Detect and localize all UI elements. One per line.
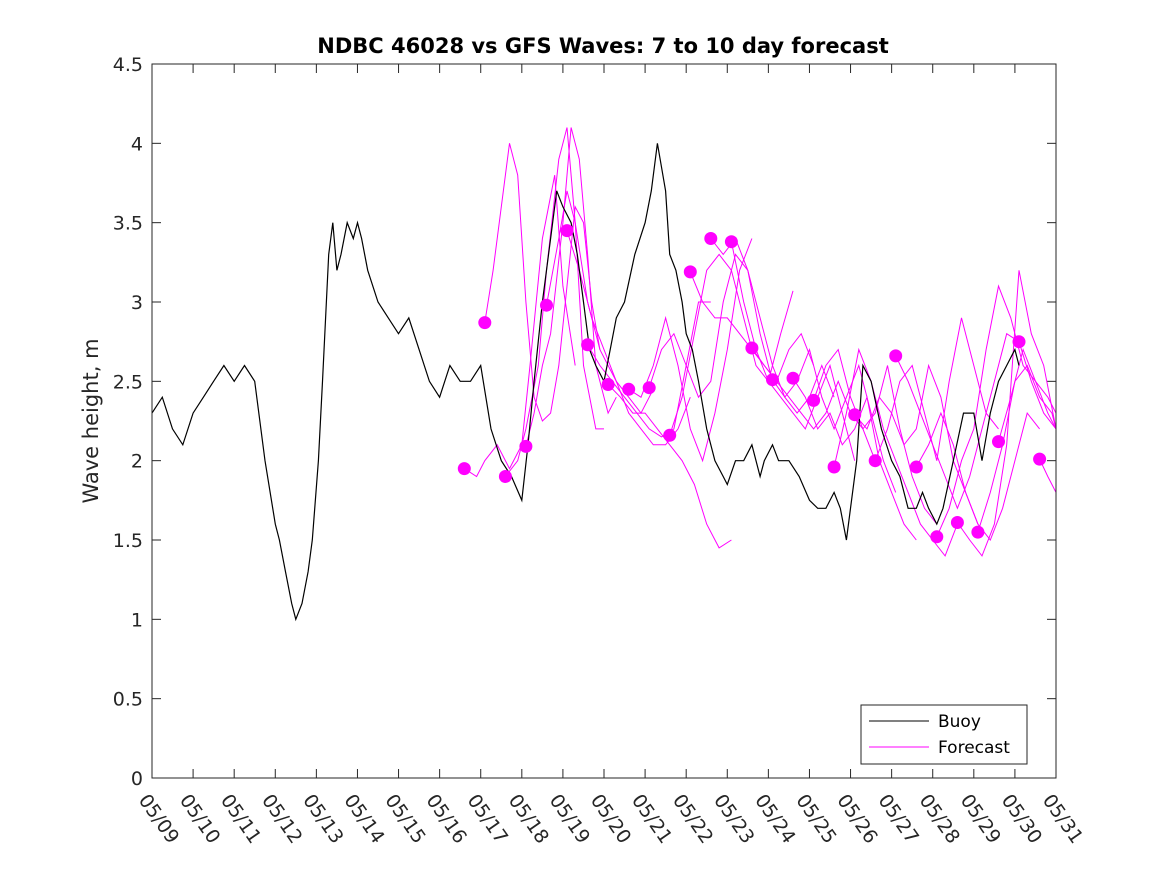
forecast-marker — [478, 316, 492, 330]
forecast-marker — [540, 298, 553, 312]
forecast-marker — [663, 428, 677, 442]
y-tick-label: 1 — [131, 609, 143, 631]
forecast-line — [977, 364, 1057, 533]
y-axis-label: Wave height, m — [79, 338, 103, 503]
forecast-marker — [766, 373, 779, 387]
forecast-line — [915, 411, 1040, 542]
forecast-marker — [1012, 335, 1026, 349]
forecast-line — [525, 127, 617, 447]
forecast-line — [936, 284, 1057, 537]
y-axis: 0 0.5 1 1.5 2 2.5 3 3.5 4 4.5 — [113, 54, 1056, 790]
forecast-marker — [930, 530, 944, 544]
forecast-marker — [704, 232, 718, 245]
buoy-line — [151, 143, 1020, 622]
forecast-marker — [683, 265, 697, 279]
plot-area — [152, 64, 1056, 778]
forecast-marker — [498, 470, 512, 483]
forecast-line — [813, 348, 938, 525]
forecast-marker — [909, 460, 923, 474]
forecast-marker — [581, 338, 595, 352]
legend-forecast-label: Forecast — [938, 738, 1010, 758]
y-tick-label: 0 — [131, 768, 143, 790]
forecast-line — [1018, 341, 1057, 430]
forecast-line — [833, 347, 958, 557]
y-tick-label: 0.5 — [113, 689, 143, 711]
forecast-marker — [560, 224, 574, 238]
forecast-marker — [992, 435, 1005, 449]
forecast-marker — [868, 454, 882, 468]
forecast-line — [895, 332, 1020, 510]
forecast-line — [546, 190, 654, 415]
y-tick-label: 2.5 — [113, 371, 143, 393]
forecast-line — [998, 347, 1057, 442]
plot-frame — [151, 63, 1057, 779]
forecast-marker — [950, 516, 964, 529]
forecast-marker — [827, 460, 841, 474]
forecast-marker — [889, 349, 903, 363]
forecast-line — [505, 127, 604, 477]
forecast-line — [648, 253, 773, 399]
series-layer — [151, 127, 1057, 622]
y-tick-label: 4 — [131, 133, 143, 155]
forecast-line — [956, 270, 1057, 557]
forecast-marker — [971, 525, 985, 539]
forecast-marker — [457, 462, 471, 476]
legend-box — [860, 704, 1028, 765]
forecast-marker — [519, 439, 533, 453]
forecast-marker — [601, 378, 615, 391]
forecast-line — [730, 241, 856, 461]
forecast-marker — [724, 235, 738, 249]
forecast-marker — [745, 341, 759, 355]
forecast-marker — [807, 393, 821, 407]
forecast-line — [772, 347, 897, 493]
y-tick-label: 2 — [131, 451, 143, 473]
forecast-marker — [848, 408, 862, 422]
forecast-marker — [786, 371, 800, 385]
forecast-line — [484, 143, 601, 422]
y-tick-label: 3.5 — [113, 213, 143, 235]
chart-title: NDBC 46028 vs GFS Waves: 7 to 10 day for… — [317, 34, 888, 58]
forecast-line — [854, 363, 979, 525]
y-tick-label: 4.5 — [113, 54, 143, 76]
y-tick-label: 1.5 — [113, 530, 143, 552]
y-tick-label: 3 — [131, 292, 143, 314]
forecast-line — [607, 384, 732, 549]
forecast-line — [874, 317, 999, 461]
legend-buoy-label: Buoy — [938, 712, 981, 732]
forecast-marker — [642, 381, 656, 395]
legend: Buoy Forecast — [860, 704, 1028, 765]
forecast-marker — [1033, 452, 1047, 466]
forecast-line — [792, 377, 917, 541]
forecast-marker — [622, 382, 636, 396]
